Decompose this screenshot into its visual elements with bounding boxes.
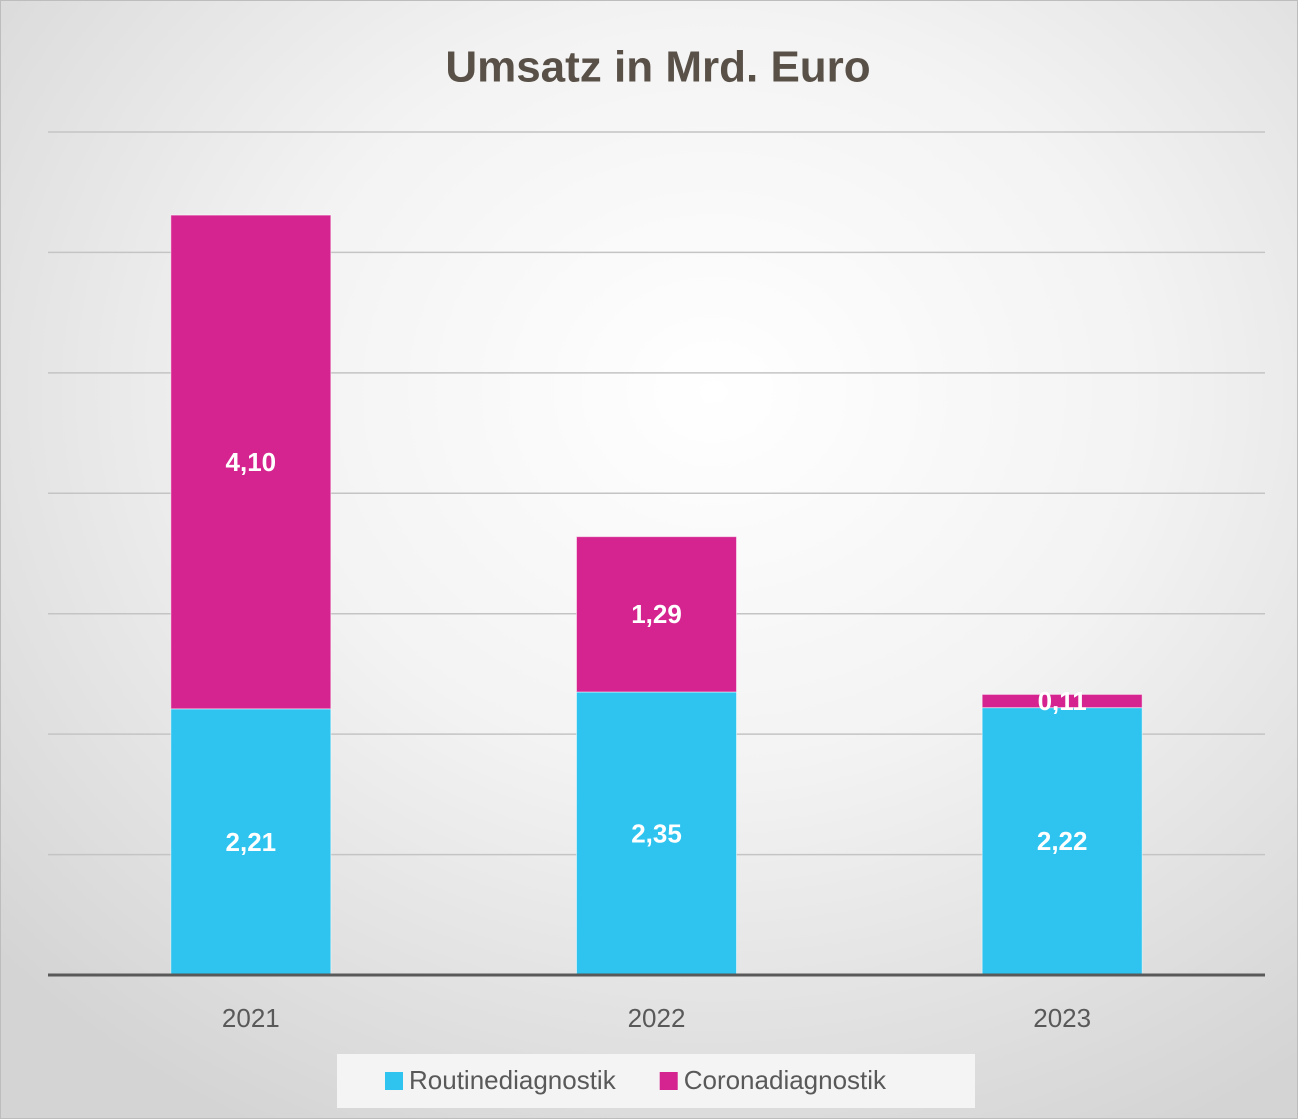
bar-segment xyxy=(576,536,737,693)
legend-label: Coronadiagnostik xyxy=(684,1065,887,1095)
legend-swatch xyxy=(659,1072,678,1090)
data-label: 2,22 xyxy=(1037,826,1088,856)
legend-swatch xyxy=(385,1072,403,1090)
data-label: 2,35 xyxy=(631,818,682,848)
bar-segment xyxy=(170,708,332,976)
x-tick-label: 2022 xyxy=(628,1003,686,1033)
legend-label: Routinediagnostik xyxy=(409,1065,617,1095)
data-label: 2,21 xyxy=(226,827,277,857)
bar-segment xyxy=(981,693,1143,709)
x-tick-label: 2021 xyxy=(222,1003,280,1033)
bar-segment xyxy=(981,707,1143,976)
legend-box xyxy=(337,1054,975,1108)
bar-segment xyxy=(576,691,737,976)
data-label: 4,10 xyxy=(226,447,277,477)
x-tick-label: 2023 xyxy=(1033,1003,1091,1033)
data-label: 0,11 xyxy=(1038,686,1087,716)
bar-segment xyxy=(170,214,332,710)
data-label: 1,29 xyxy=(631,599,682,629)
chart-title: Umsatz in Mrd. Euro xyxy=(445,43,870,92)
